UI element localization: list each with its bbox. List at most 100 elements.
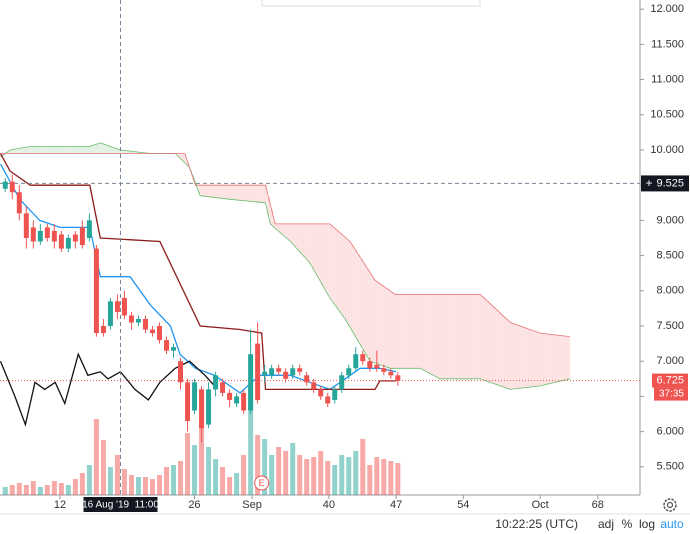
- cloud-strip: [423, 294, 427, 371]
- tooltip-box: [261, 0, 481, 7]
- cloud-strip: [45, 146, 49, 154]
- cloud-strip: [459, 294, 463, 379]
- cloud-strip: [378, 283, 382, 365]
- candle-body: [79, 227, 85, 246]
- status-button[interactable]: log: [639, 517, 655, 531]
- candle-body: [318, 389, 324, 397]
- candle-body: [16, 192, 22, 214]
- candle-body: [325, 396, 331, 404]
- cloud-strip: [183, 153, 187, 163]
- candle-body: [149, 329, 155, 334]
- candle-body: [156, 326, 162, 341]
- volume-bar: [16, 483, 22, 495]
- volume-bar: [2, 487, 8, 495]
- cloud-strip: [225, 185, 229, 199]
- settings-icon[interactable]: [663, 498, 677, 512]
- candle-body: [206, 389, 212, 425]
- crosshair-x-label: 16 Aug '19 11:00: [82, 500, 159, 511]
- volume-bar: [332, 465, 338, 495]
- cloud-strip: [219, 185, 223, 199]
- cloud-strip: [288, 223, 292, 241]
- cloud-strip: [297, 223, 301, 251]
- candle-body: [283, 371, 289, 379]
- cloud-strip: [384, 287, 388, 367]
- candle-body: [93, 248, 99, 334]
- cloud-strip: [519, 326, 523, 389]
- cloud-strip: [27, 146, 31, 154]
- candle-body: [332, 389, 338, 400]
- cloud-strip: [177, 153, 181, 157]
- candle-body: [23, 213, 29, 238]
- cloud-strip: [234, 185, 238, 200]
- volume-bar: [339, 455, 345, 495]
- candle-body: [2, 181, 8, 189]
- cloud-strip: [213, 185, 217, 198]
- volume-bar: [51, 481, 57, 495]
- gear-inner: [666, 501, 674, 509]
- cloud-strip: [60, 146, 64, 154]
- indicator-line: [0, 352, 216, 427]
- cloud-strip: [309, 223, 313, 265]
- candle-body: [367, 361, 373, 369]
- cloud-strip: [72, 146, 76, 154]
- candle-body: [72, 234, 78, 242]
- volume-bar: [100, 440, 106, 495]
- cloud-strip: [564, 336, 568, 380]
- volume-bar: [227, 477, 233, 495]
- cloud-strip: [495, 309, 499, 385]
- candle-body: [114, 301, 120, 312]
- cloud-strip: [57, 146, 61, 154]
- cloud-strip: [522, 327, 526, 388]
- cloud-strip: [513, 323, 517, 389]
- volume-bar: [23, 485, 29, 495]
- cloud-strip: [180, 153, 184, 160]
- candle-body: [164, 340, 170, 351]
- volume-bar: [192, 445, 198, 495]
- status-button[interactable]: %: [622, 517, 633, 531]
- cloud-strip: [204, 185, 208, 197]
- cloud-strip: [489, 303, 493, 383]
- cloud-strip: [78, 146, 82, 154]
- volume-bar: [128, 475, 134, 495]
- cloud-strip: [420, 294, 424, 369]
- cloud-strip: [216, 185, 220, 198]
- volume-bar: [79, 473, 85, 495]
- cloud-strip: [261, 185, 265, 203]
- candle-body: [395, 375, 401, 381]
- cloud-strip: [51, 146, 55, 154]
- volume-bar: [164, 467, 170, 495]
- y-tick-label: 12.000: [650, 3, 684, 15]
- candle-body: [171, 347, 177, 351]
- candle-body: [135, 318, 141, 323]
- candle-body: [121, 297, 127, 316]
- volume-bar: [9, 485, 15, 495]
- cloud-strip: [132, 151, 136, 154]
- candle-body: [297, 368, 303, 372]
- candle-body: [30, 227, 36, 242]
- status-button[interactable]: adj: [598, 517, 614, 531]
- cloud-strip: [267, 197, 271, 216]
- cloud-strip: [441, 294, 445, 379]
- status-button[interactable]: auto: [660, 517, 684, 531]
- candle-body: [304, 375, 310, 383]
- cloud-strip: [201, 185, 205, 197]
- volume-bar: [142, 477, 148, 495]
- volume-bar: [93, 419, 99, 495]
- cloud-strip: [396, 294, 400, 369]
- cloud-strip: [450, 294, 454, 379]
- cloud-strip: [438, 294, 442, 379]
- crosshair-y-label-box: [641, 175, 689, 192]
- last-price-box: [652, 373, 688, 388]
- cloud-strip: [381, 285, 385, 366]
- candle-body: [213, 375, 219, 390]
- x-tick-label: 40: [323, 499, 335, 511]
- volume-bar: [262, 439, 268, 495]
- cloud-strip: [210, 185, 214, 198]
- cloud-strip: [117, 149, 121, 154]
- cloud-strip: [69, 146, 73, 154]
- cloud-strip: [63, 146, 67, 154]
- candle-body: [86, 220, 92, 238]
- candle-body: [255, 343, 261, 400]
- event-marker[interactable]: [254, 475, 270, 491]
- cloud-strip: [258, 185, 262, 203]
